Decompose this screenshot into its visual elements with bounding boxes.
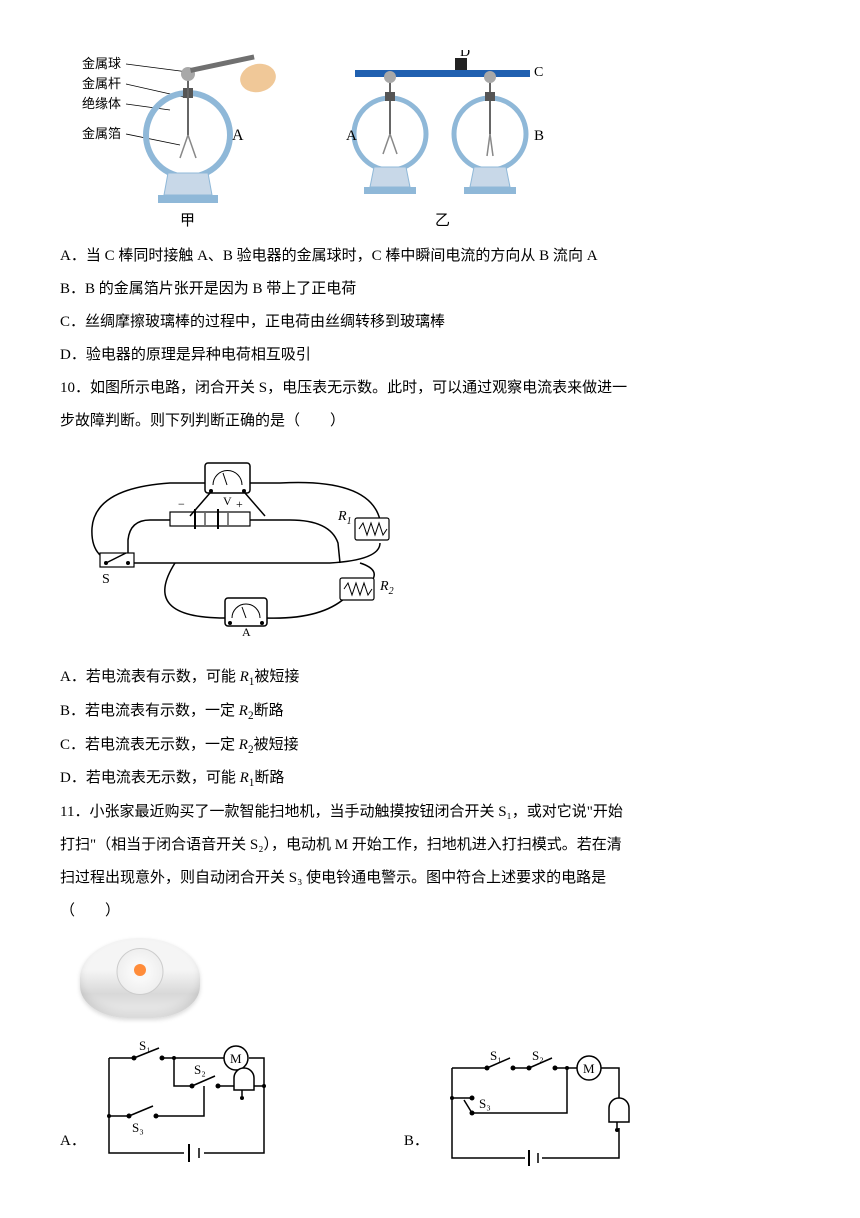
q11-stem-1: 11．小张家最近购买了一款智能扫地机，当手动触摸按钮闭合开关 S₁，或对它说"开… xyxy=(60,796,800,829)
q10-opt-C: C．若电流表无示数，一定 R2被短接 xyxy=(60,729,800,763)
svg-text:S₃: S₃ xyxy=(479,1096,491,1111)
q10-stem-2: 步故障判断。则下列判断正确的是（ ） xyxy=(60,405,800,438)
label-ball: 金属球 xyxy=(82,56,121,71)
q11-circuit-options: A． S₁ M xyxy=(60,1038,800,1178)
electroscope-yi: D C A B 乙 xyxy=(320,50,560,230)
q11-stem-4: （ ） xyxy=(60,895,800,928)
label-A: A xyxy=(232,127,244,144)
label-A2: A xyxy=(346,128,357,144)
q9-opt-C: C．丝绸摩擦玻璃棒的过程中，正电荷由丝绸转移到玻璃棒 xyxy=(60,306,800,339)
q11-opt-B: B． S₁ S₂ M xyxy=(404,1048,637,1178)
label-S: S xyxy=(102,572,110,587)
svg-text:V: V xyxy=(223,494,232,508)
electroscope-figure: 金属球 金属杆 绝缘体 金属箔 A 甲 D C xyxy=(80,50,800,230)
svg-text:S₃: S₃ xyxy=(132,1120,144,1135)
q9-opt-A: A．当 C 棒同时接触 A、B 验电器的金属球时，C 棒中瞬间电流的方向从 B … xyxy=(60,240,800,273)
label-R2: R2 xyxy=(379,579,394,597)
robot-image xyxy=(80,938,800,1018)
electroscope-jia: 金属球 金属杆 绝缘体 金属箔 A 甲 xyxy=(80,50,280,230)
label-R1: R1 xyxy=(337,509,352,527)
q11-opt-A: A． S₁ M xyxy=(60,1038,284,1178)
caption-yi: 乙 xyxy=(435,213,450,229)
label-rod: 金属杆 xyxy=(82,76,121,91)
q10-opt-D: D．若电流表无示数，可能 R1断路 xyxy=(60,762,800,796)
q10-opt-B: B．若电流表有示数，一定 R2断路 xyxy=(60,695,800,729)
svg-text:+: + xyxy=(236,497,243,511)
q10-circuit: V − + S R1 xyxy=(80,448,800,651)
svg-text:S₁: S₁ xyxy=(490,1048,502,1063)
q10-opt-A: A．若电流表有示数，可能 R1被短接 xyxy=(60,661,800,695)
caption-jia: 甲 xyxy=(180,213,195,229)
svg-text:A: A xyxy=(242,625,251,638)
q9-opt-D: D．验电器的原理是异种电荷相互吸引 xyxy=(60,339,800,372)
label-insulator: 绝缘体 xyxy=(82,96,121,111)
svg-text:M: M xyxy=(230,1051,242,1066)
svg-text:−: − xyxy=(178,497,185,511)
svg-text:M: M xyxy=(583,1061,595,1076)
label-D: D xyxy=(460,50,470,60)
q9-opt-B: B．B 的金属箔片张开是因为 B 带上了正电荷 xyxy=(60,273,800,306)
label-foil: 金属箔 xyxy=(82,126,121,141)
q11-stem-3: 扫过程出现意外，则自动闭合开关 S₃ 使电铃通电警示。图中符合上述要求的电路是 xyxy=(60,862,800,895)
svg-text:S₁: S₁ xyxy=(139,1038,151,1053)
q10-stem-1: 10．如图所示电路，闭合开关 S，电压表无示数。此时，可以通过观察电流表来做进一 xyxy=(60,372,800,405)
svg-text:S₂: S₂ xyxy=(532,1048,544,1063)
label-C: C xyxy=(534,65,543,80)
label-B: B xyxy=(534,128,544,144)
q11-stem-2: 打扫"（相当于闭合语音开关 S₂），电动机 M 开始工作，扫地机进入打扫模式。若… xyxy=(60,829,800,862)
svg-text:S₂: S₂ xyxy=(194,1062,206,1077)
opt-B-label: B． xyxy=(404,1125,429,1158)
opt-A-label: A． xyxy=(60,1125,86,1158)
